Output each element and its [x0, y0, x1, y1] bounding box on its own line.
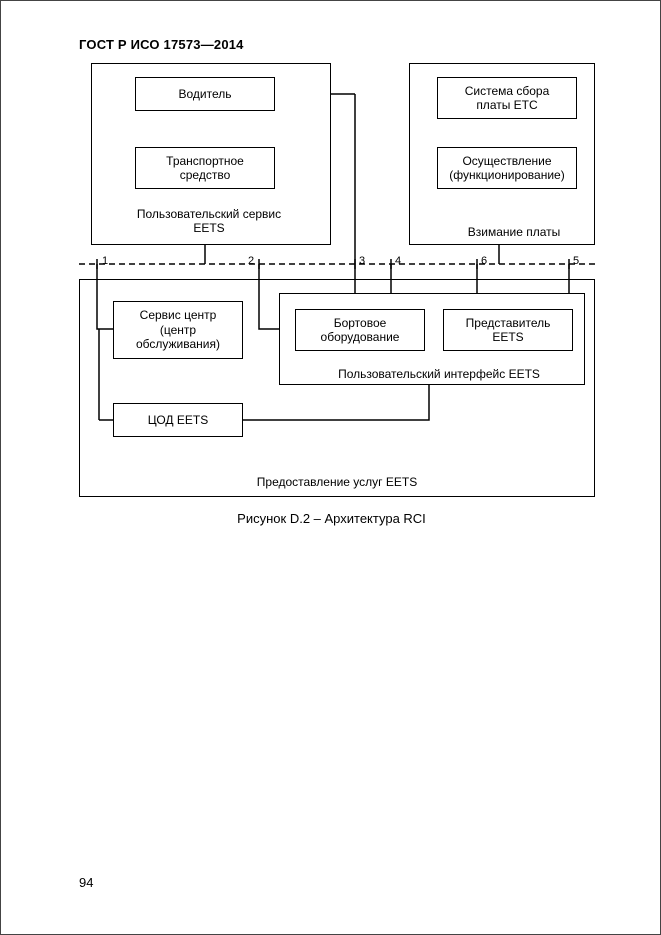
box-rep: Представитель EETS	[443, 309, 573, 351]
tick-2: 2	[248, 255, 254, 267]
tick-4: 4	[395, 255, 401, 267]
box-onboard: Бортовое оборудование	[295, 309, 425, 351]
tick-6: 6	[481, 255, 487, 267]
box-operation: Осуществление (функционирование)	[437, 147, 577, 189]
group-charging-label: Взимание платы	[439, 225, 589, 239]
box-driver: Водитель	[135, 77, 275, 111]
group-user-service-label: Пользовательский сервис EETS	[109, 207, 309, 236]
box-service-center: Сервис центр (центр обслуживания)	[113, 301, 243, 359]
tick-5: 5	[573, 255, 579, 267]
box-vehicle: Транспортное средство	[135, 147, 275, 189]
figure-caption: Рисунок D.2 – Архитектура RCI	[1, 511, 661, 526]
doc-header: ГОСТ Р ИСО 17573—2014	[79, 37, 244, 52]
box-etc-system: Система сбора платы ETC	[437, 77, 577, 119]
group-service-provision-label: Предоставление услуг EETS	[79, 475, 595, 489]
diagram: Предоставление услуг EETS Пользовательск…	[79, 57, 595, 497]
page: ГОСТ Р ИСО 17573—2014 Предоставление усл…	[0, 0, 661, 935]
box-dc: ЦОД EETS	[113, 403, 243, 437]
group-ui-eets-label: Пользовательский интерфейс EETS	[299, 367, 579, 381]
tick-3: 3	[359, 255, 365, 267]
tick-1: 1	[102, 255, 108, 267]
page-number: 94	[79, 875, 93, 890]
